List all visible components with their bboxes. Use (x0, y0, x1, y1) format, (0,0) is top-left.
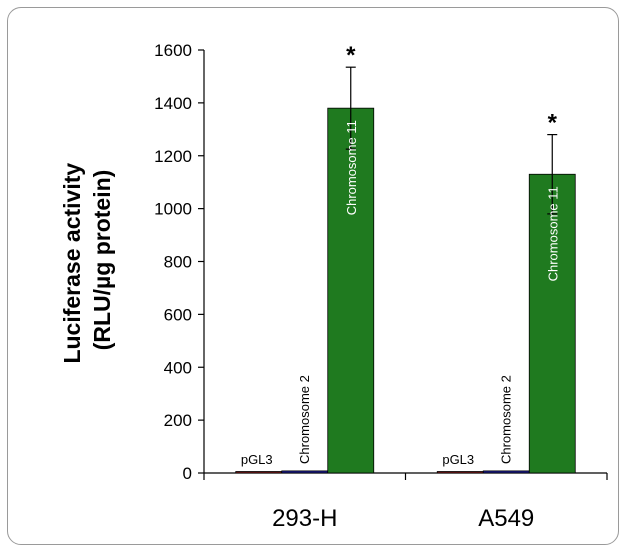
chart-frame (7, 7, 619, 545)
y-tick-label: 1200 (154, 147, 192, 166)
y-axis-label-line2: (RLU/µg protein) (89, 170, 115, 351)
bar (528, 173, 576, 474)
y-tick-label: 400 (164, 358, 192, 377)
significance-marker: * (548, 110, 558, 137)
significance-marker: * (346, 42, 356, 69)
bar (281, 470, 329, 474)
bar (327, 107, 375, 474)
x-category-label: 293-H (272, 505, 337, 532)
y-axis-label-line1: Luciferase activity (59, 163, 85, 364)
y-tick-label: 800 (164, 253, 192, 272)
bar (436, 471, 484, 474)
y-axis-label: Luciferase activity (RLU/µg protein) (59, 156, 115, 363)
bar (482, 470, 530, 474)
y-tick-label: 1400 (154, 94, 192, 113)
bar-label: pGL3 (241, 452, 273, 467)
bar-label: Chromosome 11 (545, 186, 560, 281)
x-category-label: A549 (478, 505, 534, 532)
y-tick-label: 1000 (154, 200, 192, 219)
bar-label: Chromosome 11 (344, 120, 359, 215)
bar-label: pGL3 (442, 452, 474, 467)
y-tick-label: 1600 (154, 41, 192, 60)
bar-label: Chromosome 2 (498, 375, 513, 464)
bar-label: Chromosome 2 (297, 375, 312, 464)
y-tick-label: 0 (183, 464, 192, 483)
y-tick-label: 200 (164, 411, 192, 430)
y-tick-label: 600 (164, 305, 192, 324)
bar (235, 471, 283, 474)
